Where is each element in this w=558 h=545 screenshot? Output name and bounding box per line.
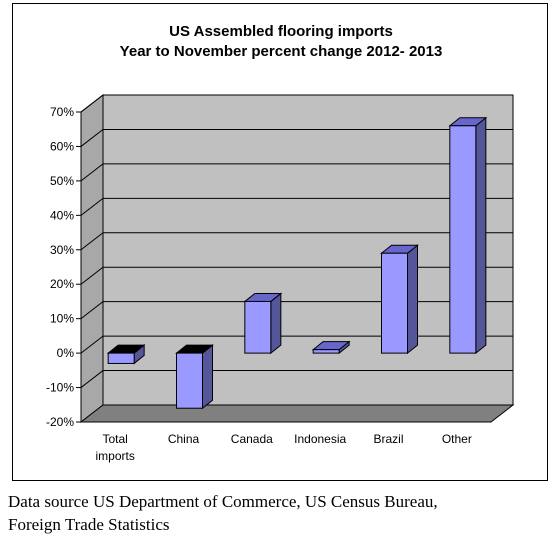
x-tick-label: Total [102,432,127,446]
y-tick-label: 70% [50,105,74,119]
y-tick-label: 30% [50,243,74,257]
x-tick-label: Brazil [373,432,403,446]
y-tick-label: 40% [50,208,74,222]
data-source-caption: Data source US Department of Commerce, U… [8,490,553,536]
bar-side [270,292,282,355]
y-tick-label: 50% [50,174,74,188]
gridline [80,197,513,216]
bar-side [475,116,487,355]
bar-side [407,244,418,355]
x-tick-label: China [168,432,200,446]
bar-side [202,344,213,410]
bar [312,349,340,354]
bar [176,352,203,409]
gridline [80,335,513,354]
chart-floor [79,404,515,423]
caption-line-1: Data source US Department of Commerce, U… [8,492,438,511]
x-tick-label: imports [95,449,134,463]
bar [244,300,272,354]
y-tick-label: 10% [50,312,74,326]
x-tick-label: Canada [231,432,273,446]
y-tick-label: 20% [50,277,74,291]
gridline [80,232,513,251]
chart-title: US Assembled flooring imports Year to No… [13,22,549,62]
gridline [80,266,513,285]
chart-title-line-2: Year to November percent change 2012- 20… [119,43,443,60]
gridline [80,128,513,147]
x-tick-label: Other [442,432,472,446]
gridline [80,301,513,320]
bar-chart: -20% -10% 0% 10% 20% 30% 40% 50% 60% 70% Total impo… [46,93,515,463]
chart-frame: US Assembled flooring imports Year to No… [12,3,548,481]
bar [381,252,408,354]
y-tick-label: -10% [46,381,74,395]
y-tick-label: -20% [46,415,74,429]
x-tick-label: Indonesia [294,432,346,446]
gridline [80,370,513,388]
bar [449,125,477,354]
chart-title-line-1: US Assembled flooring imports [169,23,393,40]
y-tick-label: 0% [57,346,75,360]
gridline [80,94,513,113]
caption-line-2: Foreign Trade Statistics [8,515,170,534]
bar [107,352,135,364]
y-tick-label: 60% [50,139,74,153]
gridline [80,163,513,182]
